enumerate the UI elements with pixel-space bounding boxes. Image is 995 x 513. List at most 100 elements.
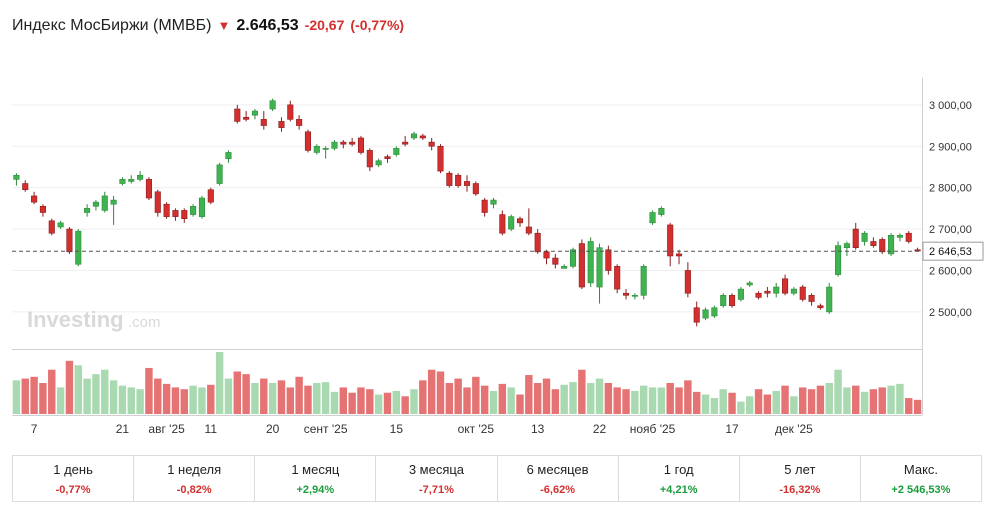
candle-body — [737, 288, 744, 300]
volume-bar — [339, 387, 348, 414]
volume-bar — [321, 382, 330, 414]
candle-body — [243, 116, 250, 120]
volume-bar — [710, 398, 719, 414]
period-6[interactable]: 5 лет -16,32% — [740, 456, 861, 501]
volume-bar — [348, 392, 356, 414]
volume-bar — [145, 367, 153, 414]
volume-bar — [569, 382, 577, 414]
volume-bar — [39, 383, 47, 414]
candle-body — [605, 249, 612, 271]
candle-body — [287, 104, 294, 120]
volume-bar — [825, 383, 833, 414]
x-tick-label: 13 — [531, 422, 545, 436]
candle-body — [746, 282, 753, 286]
volume-bar — [268, 383, 277, 414]
period-4[interactable]: 6 месяцев -6,62% — [498, 456, 619, 501]
current-price-label: 2 646,53 — [929, 246, 972, 258]
period-label: 3 месяца — [408, 461, 465, 477]
candle-body — [622, 292, 630, 296]
volume-bar — [666, 383, 674, 414]
candle-body — [375, 160, 382, 166]
candle-body — [455, 174, 462, 186]
x-tick-label: 22 — [593, 422, 607, 436]
price-change: -20,67 — [304, 17, 345, 33]
volume-bar — [860, 391, 869, 414]
volume-bar — [427, 369, 436, 414]
volume-bar — [684, 380, 692, 414]
period-1[interactable]: 1 неделя -0,82% — [134, 456, 256, 501]
period-label: 5 лет — [784, 461, 816, 477]
last-price: 2.646,53 — [236, 17, 299, 34]
period-2[interactable]: 1 месяц +2,94% — [255, 456, 377, 501]
candle-body — [207, 189, 214, 203]
volume-bar — [330, 391, 339, 414]
y-axis: 3 000,00 2 900,00 2 800,00 2 700,00 2 600,00… — [929, 100, 972, 319]
volume-bar — [622, 389, 630, 414]
y-tick-label: 2 800,00 — [929, 183, 972, 195]
candle-body — [384, 156, 391, 159]
candle-body — [782, 278, 789, 294]
period-0[interactable]: 1 день -0,77% — [13, 456, 135, 501]
candle-body — [835, 245, 842, 275]
candle-body — [896, 234, 903, 238]
candle-body — [145, 179, 152, 199]
period-5[interactable]: 1 год +4,21% — [619, 456, 740, 501]
volume-bar — [180, 389, 188, 414]
performance-periods: 1 день -0,77% 1 неделя -0,82% 1 месяц +2,94% 3… — [12, 455, 982, 502]
period-7[interactable]: Макс. +2 546,53% — [861, 456, 981, 501]
volume-bar — [578, 369, 586, 414]
candle-body — [437, 145, 444, 172]
price-chart[interactable]: Investing .com 3 000,00 2 900,00 2 800,00 2… — [0, 0, 995, 450]
x-tick-label: 11 — [205, 422, 218, 436]
candle-body — [75, 230, 82, 265]
candle-body — [260, 119, 267, 126]
period-label: Макс. — [903, 461, 939, 477]
candle-body — [31, 195, 38, 203]
volume-bar — [101, 369, 109, 414]
candle-body — [490, 199, 497, 205]
watermark-suffix: .com — [128, 314, 161, 331]
y-tick-label: 2 700,00 — [929, 224, 972, 236]
candle-body — [852, 228, 859, 248]
period-label: 1 неделя — [167, 461, 222, 477]
candle-body — [790, 288, 797, 294]
candle-body — [340, 141, 347, 145]
volume-bar — [533, 383, 542, 414]
volume-bar — [887, 385, 895, 414]
volume-bar — [507, 387, 515, 414]
candle-body — [808, 295, 815, 302]
candle-body — [419, 135, 426, 139]
candle-body — [402, 141, 409, 145]
volume-bar — [410, 389, 418, 414]
candle-body — [561, 266, 568, 269]
volume-bar — [48, 369, 56, 414]
volume-bar — [834, 369, 842, 414]
candle-body — [799, 286, 806, 300]
candle-body — [304, 131, 312, 151]
price-change-percent: (-0,77%) — [350, 17, 405, 33]
volume-bar — [675, 387, 683, 414]
period-3[interactable]: 3 месяца -7,71% — [376, 456, 498, 501]
x-tick-label: окт '25 — [458, 422, 495, 436]
volume-bar — [525, 375, 533, 414]
period-label: 1 год — [663, 461, 694, 477]
volume-bar — [586, 383, 595, 414]
volume-bar — [480, 385, 489, 414]
candle-body — [764, 290, 771, 294]
volume-bar — [260, 378, 268, 414]
candles-group — [13, 98, 921, 327]
volume-bar — [295, 376, 303, 414]
volume-bar — [816, 385, 825, 414]
volume-bar — [198, 387, 206, 414]
candle-body — [331, 141, 338, 149]
candle-body — [729, 295, 736, 306]
candle-body — [552, 257, 559, 265]
volume-bar — [383, 392, 392, 414]
x-tick-label: сент '25 — [304, 422, 348, 436]
x-tick-label: 15 — [390, 422, 404, 436]
candle-body — [39, 205, 46, 213]
candle-body — [675, 253, 683, 257]
volume-bar — [357, 387, 365, 414]
volume-bar — [251, 383, 259, 414]
current-price-box — [922, 241, 984, 261]
